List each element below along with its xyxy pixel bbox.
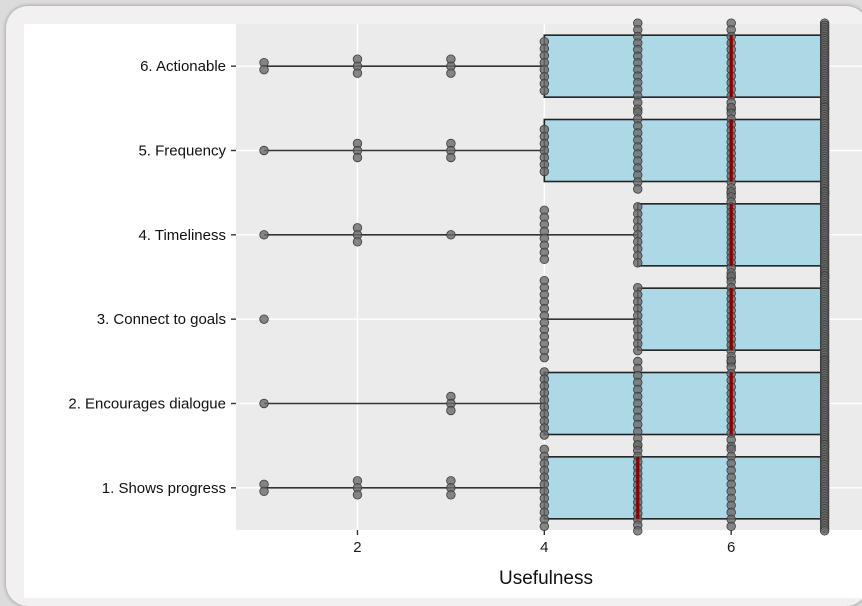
response-point xyxy=(539,430,550,440)
response-point xyxy=(446,68,456,78)
box-rect xyxy=(543,371,826,436)
x-tick-label: 2 xyxy=(353,539,361,556)
response-point xyxy=(446,152,456,163)
response-point xyxy=(352,237,363,247)
response-point xyxy=(726,521,736,532)
y-tick-label: 5. Frequency xyxy=(138,143,226,160)
box-rect xyxy=(543,456,826,520)
response-point xyxy=(446,490,456,500)
response-point xyxy=(446,405,456,416)
response-point xyxy=(352,490,363,500)
response-point xyxy=(259,230,269,240)
response-point xyxy=(539,352,550,363)
response-point xyxy=(446,230,456,240)
response-point xyxy=(633,184,643,194)
response-point xyxy=(259,398,269,409)
x-tick-label: 6 xyxy=(727,539,735,556)
response-point xyxy=(633,526,643,536)
box-rect xyxy=(543,118,826,183)
y-tick-label: 4. Timeliness xyxy=(138,227,226,244)
response-point xyxy=(633,345,643,356)
response-point xyxy=(819,526,830,536)
x-axis-title: Usefulness xyxy=(499,568,593,589)
y-tick-label: 2. Encourages dialogue xyxy=(68,396,226,413)
plot-panel xyxy=(236,24,862,530)
response-point xyxy=(352,68,363,78)
response-point xyxy=(352,152,363,163)
y-tick-label: 6. Actionable xyxy=(140,58,226,75)
x-tick-label: 4 xyxy=(540,539,548,556)
response-point xyxy=(259,314,269,324)
response-point xyxy=(259,486,269,497)
response-point xyxy=(539,254,550,265)
response-point xyxy=(539,166,550,177)
chart-marks xyxy=(259,18,830,536)
y-tick-label: 1. Shows progress xyxy=(102,480,226,497)
response-point xyxy=(539,85,550,96)
response-point xyxy=(539,521,550,532)
y-tick-label: 3. Connect to goals xyxy=(97,311,226,328)
box-rect xyxy=(543,34,826,98)
response-point xyxy=(633,258,643,268)
response-point xyxy=(259,145,269,156)
response-point xyxy=(259,64,269,75)
axes: 6. Actionable 5. Frequency 4. Timeliness 3.… xyxy=(68,58,735,556)
